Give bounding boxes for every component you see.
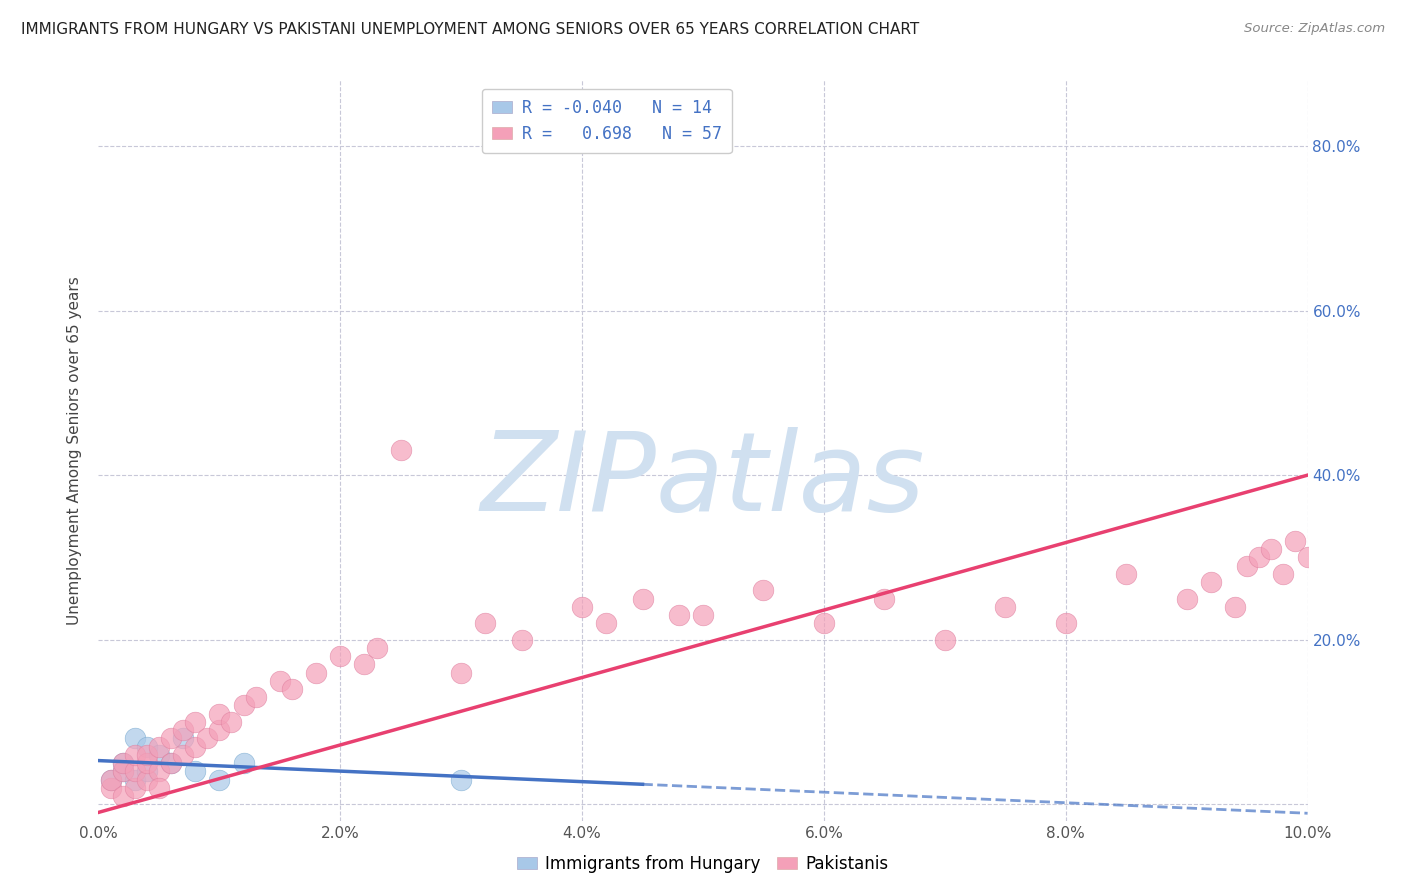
Point — [474, 616, 496, 631]
Point — [148, 747, 170, 762]
Text: IMMIGRANTS FROM HUNGARY VS PAKISTANI UNEMPLOYMENT AMONG SENIORS OVER 65 YEARS CO: IMMIGRANTS FROM HUNGARY VS PAKISTANI UNE… — [21, 22, 920, 37]
Point — [111, 756, 134, 770]
Point — [195, 731, 218, 746]
Point — [1260, 542, 1282, 557]
Point — [305, 665, 328, 680]
Point — [934, 632, 956, 647]
Point — [571, 599, 593, 614]
Point — [208, 723, 231, 738]
Point — [184, 714, 207, 729]
Point — [184, 739, 207, 754]
Point — [160, 756, 183, 770]
Point — [510, 632, 533, 647]
Point — [692, 607, 714, 622]
Point — [366, 640, 388, 655]
Point — [100, 780, 122, 795]
Point — [160, 731, 183, 746]
Point — [172, 747, 194, 762]
Point — [208, 772, 231, 787]
Point — [124, 772, 146, 787]
Point — [873, 591, 896, 606]
Point — [1115, 566, 1137, 581]
Point — [172, 723, 194, 738]
Text: ZIPatlas: ZIPatlas — [481, 426, 925, 533]
Point — [232, 698, 254, 713]
Point — [994, 599, 1017, 614]
Point — [135, 747, 157, 762]
Point — [148, 764, 170, 779]
Point — [135, 739, 157, 754]
Point — [1296, 550, 1319, 565]
Y-axis label: Unemployment Among Seniors over 65 years: Unemployment Among Seniors over 65 years — [67, 277, 83, 624]
Point — [148, 780, 170, 795]
Point — [100, 772, 122, 787]
Point — [450, 772, 472, 787]
Point — [135, 772, 157, 787]
Point — [1199, 575, 1222, 590]
Point — [111, 764, 134, 779]
Point — [245, 690, 267, 705]
Point — [124, 747, 146, 762]
Point — [1272, 566, 1295, 581]
Point — [595, 616, 617, 631]
Point — [389, 443, 412, 458]
Point — [752, 583, 775, 598]
Point — [124, 780, 146, 795]
Point — [160, 756, 183, 770]
Point — [135, 764, 157, 779]
Point — [1175, 591, 1198, 606]
Point — [184, 764, 207, 779]
Point — [111, 756, 134, 770]
Point — [1284, 533, 1306, 548]
Point — [1223, 599, 1246, 614]
Point — [232, 756, 254, 770]
Point — [124, 764, 146, 779]
Legend: Immigrants from Hungary, Pakistanis: Immigrants from Hungary, Pakistanis — [510, 848, 896, 880]
Point — [281, 681, 304, 696]
Point — [148, 739, 170, 754]
Point — [353, 657, 375, 672]
Legend: R = -0.040   N = 14, R =   0.698   N = 57: R = -0.040 N = 14, R = 0.698 N = 57 — [482, 88, 731, 153]
Point — [631, 591, 654, 606]
Point — [1236, 558, 1258, 573]
Point — [329, 649, 352, 664]
Point — [172, 731, 194, 746]
Point — [1249, 550, 1271, 565]
Point — [269, 673, 291, 688]
Point — [100, 772, 122, 787]
Point — [221, 714, 243, 729]
Point — [135, 756, 157, 770]
Text: Source: ZipAtlas.com: Source: ZipAtlas.com — [1244, 22, 1385, 36]
Point — [111, 764, 134, 779]
Point — [450, 665, 472, 680]
Point — [668, 607, 690, 622]
Point — [124, 731, 146, 746]
Point — [813, 616, 835, 631]
Point — [111, 789, 134, 803]
Point — [1054, 616, 1077, 631]
Point — [208, 706, 231, 721]
